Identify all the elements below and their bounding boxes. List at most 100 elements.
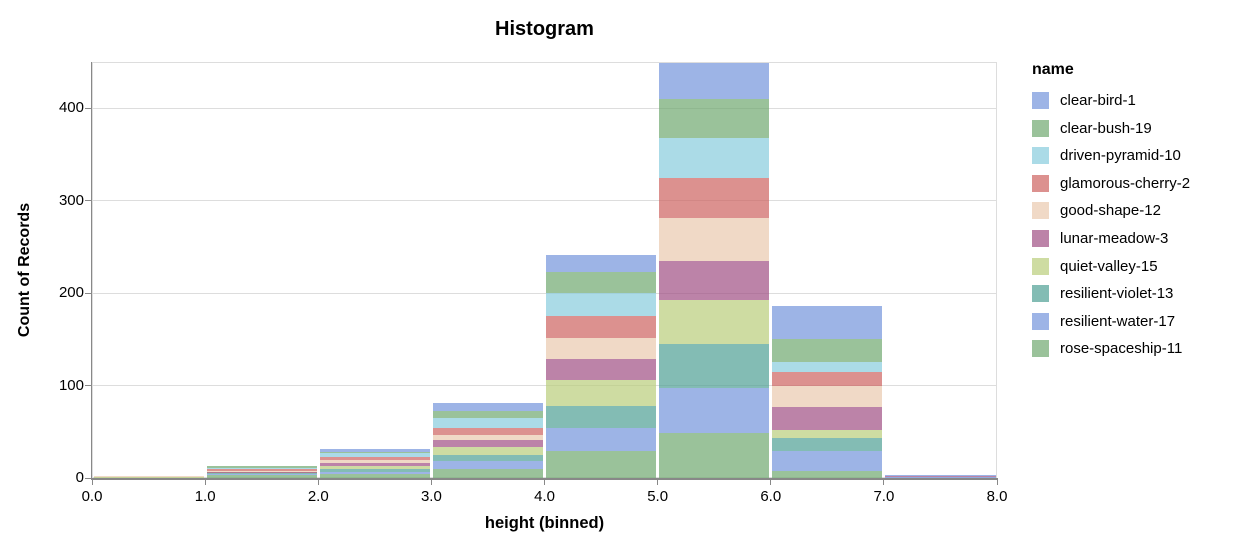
bar-segment-rose-spaceship-11 — [659, 432, 770, 478]
x-axis-line — [91, 478, 998, 480]
legend-label: resilient-water-17 — [1060, 312, 1176, 330]
bar-segment-good-shape-12 — [546, 338, 657, 359]
bar-segment-clear-bush-19 — [432, 411, 543, 418]
bar-segment-resilient-water-17 — [319, 471, 430, 475]
bar-segment-quiet-valley-15 — [319, 465, 430, 469]
y-axis-tick — [85, 477, 91, 479]
legend-item-quiet-valley-15: quiet-valley-15 — [1032, 257, 1252, 275]
bar-segment-good-shape-12 — [772, 386, 883, 407]
x-axis-tick — [317, 480, 319, 485]
bar-segment-driven-pyramid-10 — [659, 137, 770, 178]
legend-title: name — [1032, 61, 1074, 78]
legend-label: rose-spaceship-11 — [1060, 340, 1183, 358]
bar-segment-rose-spaceship-11 — [546, 451, 657, 478]
bar-segment-clear-bird-1 — [772, 306, 883, 340]
legend-item-clear-bush-19: clear-bush-19 — [1032, 119, 1252, 137]
bar-segment-glamorous-cherry-2 — [546, 316, 657, 339]
legend-swatch-icon — [1032, 202, 1049, 220]
x-tick-label: 6.0 — [760, 488, 782, 505]
legend-swatch-icon — [1032, 147, 1049, 165]
gridline — [92, 292, 997, 294]
x-axis-tick — [770, 480, 772, 485]
bar-segment-good-shape-12 — [432, 434, 543, 441]
y-axis-title: Count of Records — [16, 202, 33, 338]
bar-segment-driven-pyramid-10 — [206, 467, 317, 469]
bar-segment-rose-spaceship-11 — [319, 474, 430, 478]
y-tick-label: 300 — [58, 191, 84, 209]
legend-label: clear-bush-19 — [1060, 119, 1152, 137]
bar-segment-resilient-violet-13 — [206, 473, 317, 475]
bar-segment-lunar-meadow-3 — [659, 260, 770, 300]
bar-segment-glamorous-cherry-2 — [659, 177, 770, 219]
bar-segment-resilient-water-17 — [659, 388, 770, 433]
gridline — [92, 385, 997, 387]
bar-segment-resilient-violet-13 — [772, 438, 883, 452]
legend-label: resilient-violet-13 — [1060, 285, 1174, 303]
bar-segment-clear-bush-19 — [772, 339, 883, 362]
gridline — [92, 200, 997, 202]
bar-segment-resilient-water-17 — [432, 461, 543, 469]
x-tick-label: 4.0 — [534, 488, 555, 505]
x-axis-title: height (binned) — [484, 514, 605, 532]
y-tick-label: 0 — [75, 469, 84, 486]
x-tick-label: 3.0 — [420, 488, 442, 505]
legend-item-rose-spaceship-11: rose-spaceship-11 — [1032, 340, 1252, 358]
bar-segment-glamorous-cherry-2 — [772, 371, 883, 387]
legend-swatch-icon — [1032, 174, 1049, 192]
legend-item-driven-pyramid-10: driven-pyramid-10 — [1032, 147, 1252, 165]
y-tick-label: 200 — [58, 284, 84, 302]
bar-segment-quiet-valley-15 — [659, 299, 770, 344]
x-axis-tick — [544, 480, 545, 485]
legend-label: driven-pyramid-10 — [1060, 147, 1181, 165]
legend-swatch-icon — [1032, 340, 1049, 358]
legend-item-lunar-meadow-3: lunar-meadow-3 — [1032, 229, 1252, 247]
y-axis-tick — [85, 200, 91, 202]
bar-segment-good-shape-12 — [319, 459, 430, 464]
x-axis-tick — [657, 480, 659, 485]
legend-label: good-shape-12 — [1060, 202, 1161, 220]
bar-segment-lunar-meadow-3 — [546, 358, 657, 380]
bar-segment-glamorous-cherry-2 — [432, 428, 543, 435]
legend-item-resilient-water-17: resilient-water-17 — [1032, 312, 1252, 330]
x-axis-tick — [883, 480, 885, 485]
legend-swatch-icon — [1032, 257, 1049, 275]
plot-border — [92, 62, 997, 478]
bar-segment-resilient-violet-13 — [432, 454, 543, 462]
bar-segment-driven-pyramid-10 — [432, 417, 543, 429]
x-tick-label: 2.0 — [307, 488, 329, 505]
legend-label: clear-bird-1 — [1060, 92, 1136, 109]
bar-segment-quiet-valley-15 — [206, 472, 317, 474]
bar-segment-lunar-meadow-3 — [885, 476, 996, 478]
gridline — [92, 107, 997, 109]
y-axis-line — [91, 62, 92, 478]
bar-segment-resilient-violet-13 — [546, 405, 657, 429]
bar-segment-rose-spaceship-11 — [772, 470, 883, 478]
legend-item-clear-bird-1: clear-bird-1 — [1032, 92, 1252, 109]
x-axis-tick — [430, 480, 432, 485]
chart-title: Histogram — [495, 18, 594, 40]
bar-segment-glamorous-cherry-2 — [206, 468, 317, 471]
bar-segment-clear-bird-1 — [432, 403, 543, 412]
bar-segment-resilient-violet-13 — [319, 468, 430, 472]
x-tick-label: 0.0 — [81, 488, 103, 505]
bar-segment-lunar-meadow-3 — [319, 463, 430, 466]
bar-segment-rose-spaceship-11 — [432, 468, 543, 478]
x-tick-label: 7.0 — [873, 488, 895, 505]
bar-segment-lunar-meadow-3 — [206, 471, 317, 473]
legend-swatch-icon — [1032, 285, 1049, 303]
bar-segment-quiet-valley-15 — [432, 446, 543, 455]
y-axis-tick — [85, 385, 91, 387]
x-axis-tick — [996, 480, 998, 485]
x-tick-label: 5.0 — [647, 488, 669, 505]
x-tick-label: 8.0 — [986, 488, 1008, 505]
bar-segment-resilient-water-17 — [206, 474, 317, 476]
bar-segment-driven-pyramid-10 — [546, 293, 657, 317]
bar-segment-clear-bush-19 — [319, 452, 430, 454]
bar-segment-clear-bird-1 — [885, 475, 996, 477]
legend-label: lunar-meadow-3 — [1060, 229, 1169, 247]
bar-segment-clear-bush-19 — [206, 465, 317, 468]
legend-item-good-shape-12: good-shape-12 — [1032, 202, 1252, 220]
x-axis-tick — [91, 480, 93, 485]
x-axis-tick — [204, 480, 206, 485]
bar-segment-quiet-valley-15 — [93, 477, 204, 478]
